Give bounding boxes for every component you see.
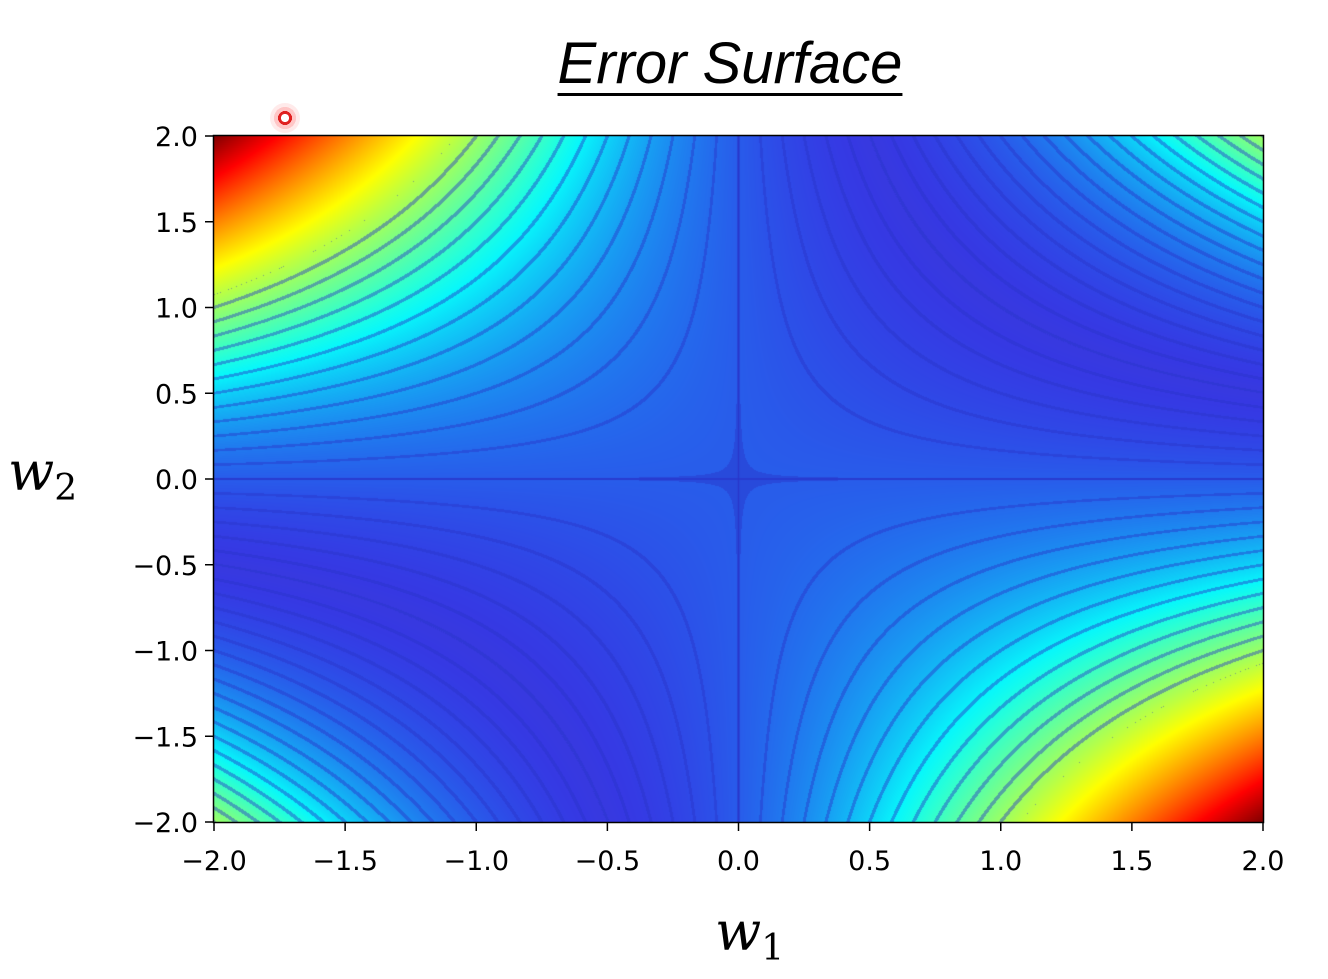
y-tick-label: 0.5 (155, 379, 198, 410)
x-tick-label: −1.0 (443, 846, 509, 877)
x-tick-label: 2.0 (1242, 846, 1285, 877)
y-tick-label: −0.5 (132, 551, 198, 582)
x-tick-label: −2.0 (181, 846, 247, 877)
y-tick-label: 1.5 (155, 208, 198, 239)
y-tick-label: −1.0 (132, 637, 198, 668)
cursor-highlight-icon (270, 103, 300, 133)
y-axis: 2.0 1.5 1.0 0.5 0.0 −0.5 −1.0 −1.5 −2.0 (132, 122, 214, 839)
x-tick-label: 0.0 (717, 846, 760, 877)
y-tick-label: 0.0 (155, 465, 198, 496)
y-tick-label: 1.0 (155, 294, 198, 325)
x-tick-label: −1.5 (312, 846, 378, 877)
y-tick-label: 2.0 (155, 122, 198, 153)
y-tick-label: −2.0 (132, 808, 198, 839)
x-tick-label: 0.5 (848, 846, 891, 877)
y-axis-label: w2 (8, 440, 77, 509)
error-surface-heatmap (214, 136, 1263, 822)
y-tick-label: −1.5 (132, 722, 198, 753)
x-axis-label: w1 (715, 900, 784, 969)
x-tick-label: 1.0 (979, 846, 1022, 877)
x-tick-label: −0.5 (575, 846, 641, 877)
x-axis: −2.0 −1.5 −1.0 −0.5 0.0 0.5 1.0 1.5 2.0 (181, 822, 1284, 877)
chart-title: Error Surface (557, 31, 903, 96)
x-tick-label: 1.5 (1110, 846, 1153, 877)
